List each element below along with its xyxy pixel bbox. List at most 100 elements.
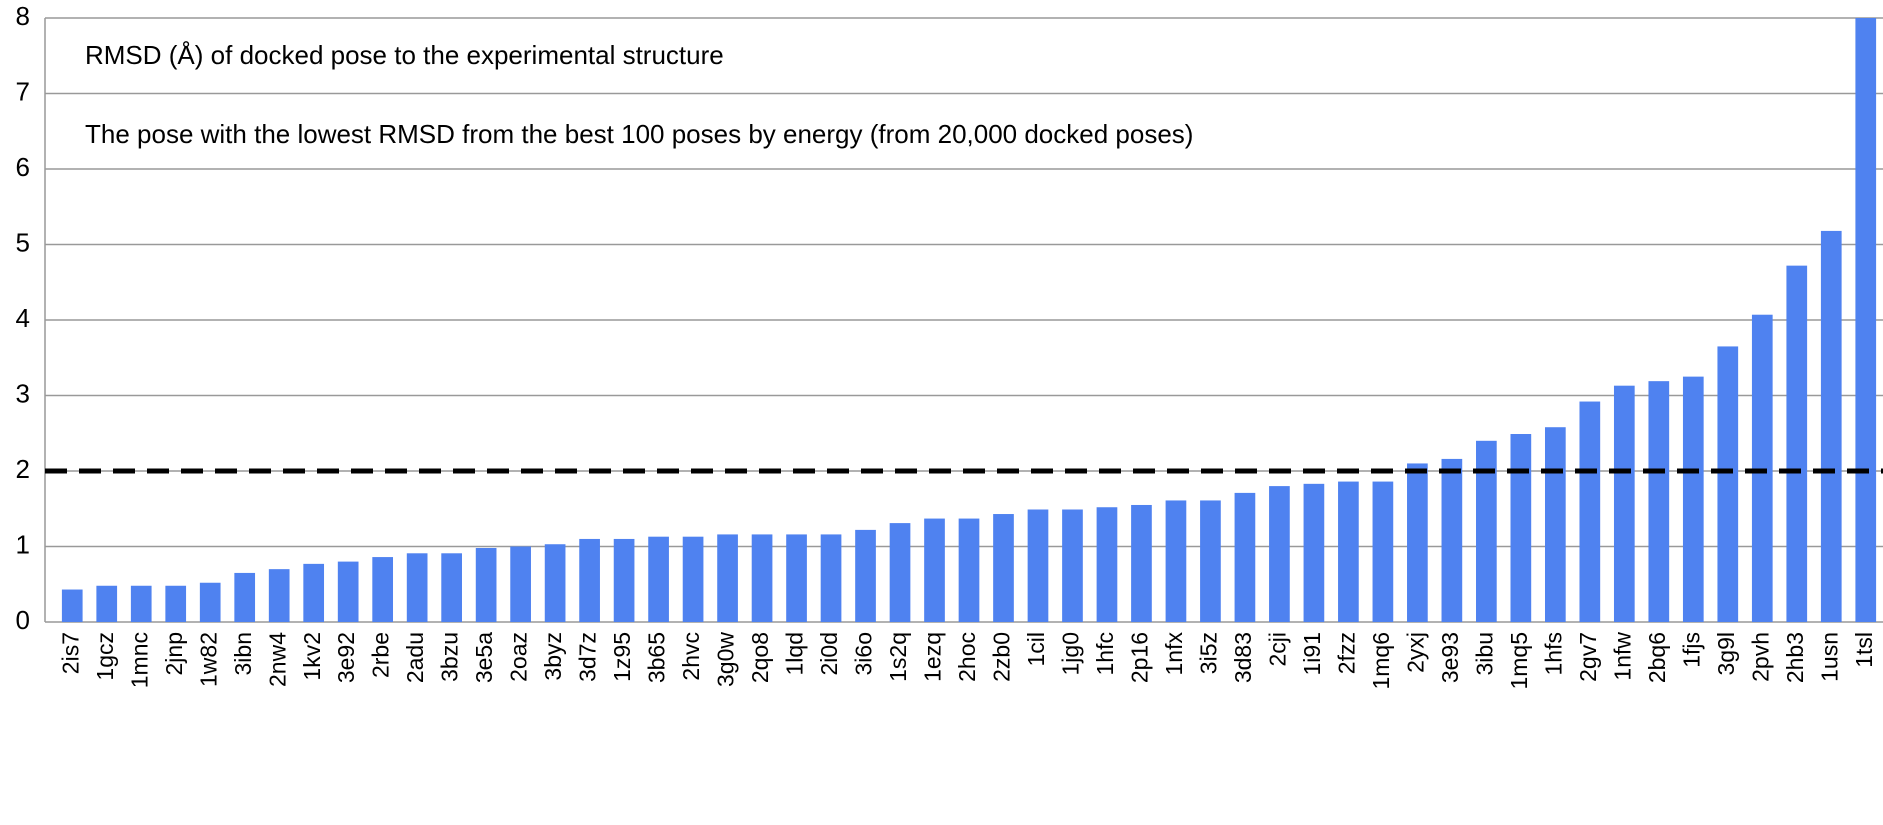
x-tick-label: 3e92 <box>333 632 359 683</box>
x-tick-label: 1nfw <box>1609 632 1635 681</box>
x-tick-label: 1ezq <box>920 632 946 682</box>
bar <box>1786 265 1808 622</box>
x-tick-label: 1w82 <box>195 632 221 687</box>
bar <box>1062 509 1083 622</box>
bar <box>820 534 842 622</box>
x-tick-label: 1kv2 <box>299 632 325 681</box>
y-tick-label: 2 <box>16 454 30 484</box>
bar <box>475 548 497 622</box>
x-tick-label: 2qo8 <box>747 632 773 683</box>
bar <box>786 534 807 622</box>
bar <box>268 569 290 622</box>
bar <box>96 585 118 622</box>
bar <box>1441 458 1463 622</box>
x-tick-label: 2is7 <box>57 632 83 674</box>
x-tick-label: 1tsl <box>1851 632 1877 668</box>
bar <box>1234 492 1256 622</box>
bar <box>130 585 152 622</box>
bar <box>1751 314 1773 622</box>
bar <box>993 514 1014 622</box>
bar <box>613 538 635 622</box>
bar <box>1476 440 1497 622</box>
x-tick-label: 3i5z <box>1196 632 1222 674</box>
x-tick-label: 3e93 <box>1437 632 1463 683</box>
y-tick-label: 8 <box>16 1 30 31</box>
x-tick-label: 3b65 <box>644 632 670 683</box>
bar <box>1200 500 1221 622</box>
bar <box>579 538 600 622</box>
x-tick-label: 1z95 <box>609 632 635 682</box>
x-tick-label: 2nw4 <box>264 632 290 687</box>
x-tick-label: 3i6o <box>851 632 877 675</box>
bar <box>372 557 394 622</box>
x-tick-label: 2yxj <box>1402 632 1428 673</box>
x-tick-label: 1lqd <box>782 632 808 675</box>
bar <box>648 536 669 622</box>
bar <box>1372 481 1394 622</box>
x-tick-label: 1fjs <box>1678 632 1704 668</box>
x-tick-label: 1hfc <box>1092 632 1118 675</box>
bar <box>924 518 945 622</box>
x-tick-label: 3d7z <box>575 632 601 682</box>
bar <box>510 546 531 622</box>
x-tick-label: 3byz <box>540 632 566 681</box>
bar <box>1648 381 1670 622</box>
bar <box>889 523 911 622</box>
bar <box>234 572 256 622</box>
bar <box>751 534 773 622</box>
bar <box>1096 507 1118 622</box>
x-tick-label: 1nfx <box>1161 632 1187 676</box>
bar <box>406 553 428 622</box>
x-tick-label: 2rbe <box>368 632 394 678</box>
x-tick-label: 1jg0 <box>1058 632 1084 675</box>
x-tick-label: 3bzu <box>437 632 463 682</box>
annotation: The pose with the lowest RMSD from the b… <box>85 119 1193 149</box>
x-tick-label: 2i0d <box>816 632 842 675</box>
x-tick-label: 2p16 <box>1127 632 1153 683</box>
x-tick-label: 1cil <box>1023 632 1049 667</box>
bar <box>855 529 876 622</box>
x-tick-label: 1hfs <box>1540 632 1566 675</box>
x-tick-label: 1s2q <box>885 632 911 682</box>
x-tick-label: 2hoc <box>954 632 980 682</box>
bar <box>958 518 980 622</box>
bar <box>337 561 359 622</box>
bar <box>1338 481 1359 622</box>
y-tick-label: 6 <box>16 152 30 182</box>
x-tick-label: 2fzz <box>1333 632 1359 674</box>
x-tick-label: 2bq6 <box>1644 632 1670 683</box>
bar <box>1131 504 1152 622</box>
x-tick-label: 1gcz <box>92 632 118 681</box>
x-tick-label: 2zb0 <box>989 632 1015 682</box>
x-tick-label: 2cji <box>1264 632 1290 667</box>
bar <box>717 534 738 622</box>
bar <box>303 563 325 622</box>
x-tick-label: 1mq6 <box>1368 632 1394 690</box>
bar <box>1269 486 1290 622</box>
bar <box>441 553 462 622</box>
y-tick-label: 1 <box>16 529 30 559</box>
bar <box>1303 483 1325 622</box>
x-tick-label: 3g9l <box>1713 632 1739 675</box>
x-tick-label: 2pvh <box>1747 632 1773 682</box>
x-tick-label: 3e5a <box>471 632 497 683</box>
x-tick-label: 2jnp <box>161 632 187 675</box>
bar <box>1717 346 1739 622</box>
bar <box>199 582 221 622</box>
x-tick-label: 3ibu <box>1471 632 1497 675</box>
x-tick-label: 2hb3 <box>1782 632 1808 683</box>
x-tick-label: 3g0w <box>713 632 739 687</box>
bar <box>1579 401 1601 622</box>
bar <box>682 536 704 622</box>
y-tick-label: 3 <box>16 378 30 408</box>
bar <box>1855 18 1877 622</box>
x-tick-label: 1i91 <box>1299 632 1325 675</box>
x-tick-label: 2adu <box>402 632 428 683</box>
bar <box>1165 500 1187 622</box>
bar <box>1613 385 1635 622</box>
y-tick-label: 0 <box>16 605 30 635</box>
bar <box>1407 463 1428 622</box>
bar <box>1544 427 1566 622</box>
x-tick-label: 1mq5 <box>1506 632 1532 690</box>
